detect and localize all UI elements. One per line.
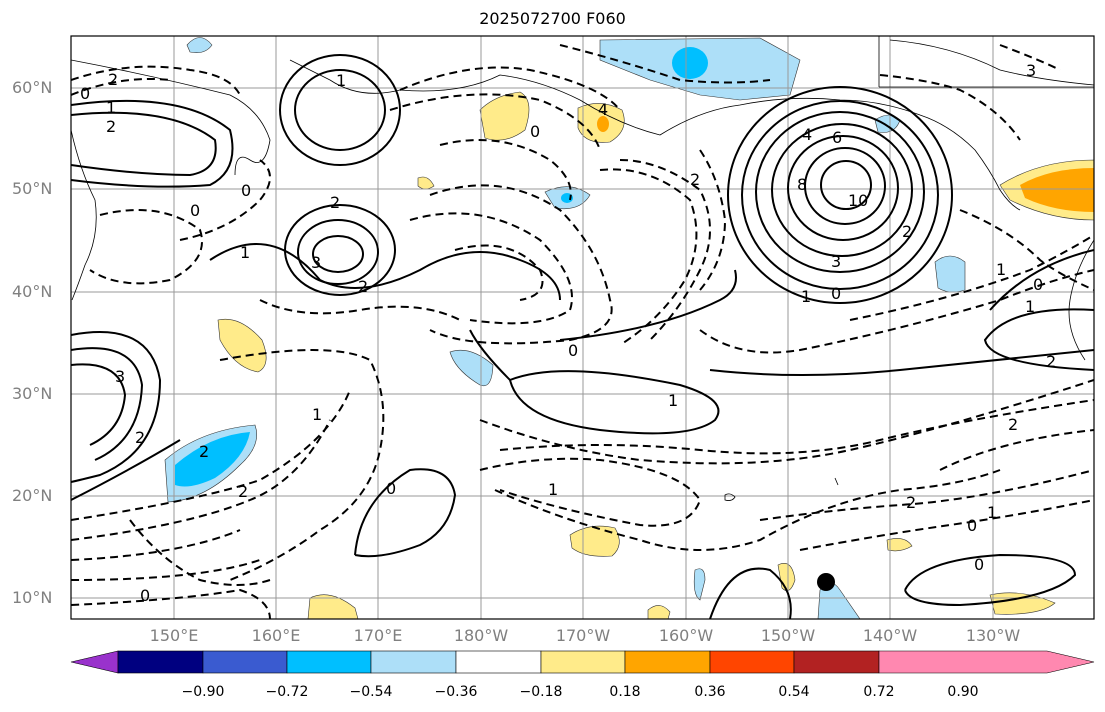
- contour-label: 6: [832, 128, 842, 147]
- lat-label: 10°N: [12, 588, 53, 607]
- colorbar-segment: [709, 650, 795, 674]
- colorbar-tick-label: 0.18: [609, 684, 641, 700]
- lat-label: 30°N: [12, 384, 53, 403]
- map-title: 2025072700 F060: [479, 9, 626, 28]
- colorbar-under-arrow: [70, 650, 119, 674]
- contour-label: 0: [80, 84, 90, 103]
- colorbar-tick-label: −0.90: [181, 684, 225, 700]
- colorbar: [70, 650, 1095, 674]
- solid-contours: [71, 54, 1094, 619]
- contour-label: 2: [1008, 415, 1018, 434]
- shaded-anomalies: [164, 37, 1094, 619]
- lat-label: 40°N: [12, 282, 53, 301]
- lon-label: 150°W: [760, 626, 816, 645]
- contour-label: 0: [967, 516, 977, 535]
- contour-label: 1: [987, 503, 997, 522]
- colorbar-tick-label: 0.36: [694, 684, 726, 700]
- contour-label: 2: [135, 428, 145, 447]
- colorbar-tick-label: −0.54: [349, 684, 393, 700]
- gridlines: [71, 36, 1094, 619]
- contour-label: 2: [106, 117, 116, 136]
- lat-label: 60°N: [12, 78, 53, 97]
- contour-label: 1: [1025, 297, 1035, 316]
- lon-label: 150°E: [149, 626, 199, 645]
- contour-label: 2: [238, 482, 248, 501]
- dashed-contours: [71, 44, 1094, 619]
- contour-label: 1: [106, 98, 116, 117]
- lon-label: 140°W: [862, 626, 918, 645]
- lon-label: 170°E: [353, 626, 403, 645]
- lon-label: 160°E: [251, 626, 301, 645]
- contour-label: 10: [848, 191, 868, 210]
- contour-label: 3: [115, 367, 125, 386]
- contour-label: 3: [831, 252, 841, 271]
- lon-label: 180°W: [453, 626, 509, 645]
- lat-label: 50°N: [12, 179, 53, 198]
- lat-label: 20°N: [12, 486, 53, 505]
- lon-label: 160°W: [658, 626, 714, 645]
- contour-label: 1: [312, 405, 322, 424]
- contour-labels: 2 0 1 2 4 6 8 10 3 2 1 0 1 3 2 0 0 2 3 1…: [80, 61, 1056, 605]
- colorbar-tick-label: −0.18: [519, 684, 563, 700]
- contour-label: 1: [668, 391, 678, 410]
- contour-label: 3: [311, 253, 321, 272]
- map-frame: [70, 35, 1095, 620]
- contour-label: 2: [1046, 352, 1056, 371]
- contour-label: 4: [802, 125, 812, 144]
- contour-label: 3: [1026, 61, 1036, 80]
- contour-label: 2: [902, 222, 912, 241]
- colorbar-tick-label: −0.72: [265, 684, 309, 700]
- colorbar-tick-label: 0.54: [778, 684, 810, 700]
- contour-label: 1: [336, 71, 346, 90]
- contour-label: 4: [598, 100, 608, 119]
- contour-label: 8: [797, 175, 807, 194]
- contour-label: 2: [108, 70, 118, 89]
- colorbar-tick-label: −0.36: [434, 684, 478, 700]
- colorbar-segment: [540, 650, 626, 674]
- contour-label: 0: [530, 122, 540, 141]
- colorbar-segment: [286, 650, 372, 674]
- colorbar-segment: [117, 650, 204, 674]
- lon-label: 170°W: [555, 626, 611, 645]
- contour-label: 0: [241, 181, 251, 200]
- contour-label: 1: [996, 260, 1006, 279]
- contour-label: 0: [1033, 275, 1043, 294]
- contour-label: 2: [358, 277, 368, 296]
- contour-label: 2: [330, 193, 340, 212]
- colorbar-segment: [793, 650, 880, 674]
- contour-label: 0: [386, 479, 396, 498]
- colorbar-over-arrow: [878, 650, 1095, 674]
- colorbar-segment: [202, 650, 288, 674]
- lon-label: 130°W: [965, 626, 1021, 645]
- contour-label: 0: [568, 341, 578, 360]
- contour-label: 0: [190, 201, 200, 220]
- colorbar-segment: [370, 650, 457, 674]
- contour-label: 0: [831, 284, 841, 303]
- contour-label: 1: [801, 287, 811, 306]
- contour-label: 0: [140, 586, 150, 605]
- contour-label: 2: [690, 170, 700, 189]
- colorbar-tick-label: 0.90: [947, 684, 979, 700]
- contour-label: 1: [240, 243, 250, 262]
- colorbar-segment: [455, 650, 542, 674]
- contour-label: 2: [199, 442, 209, 461]
- colorbar-tick-label: 0.72: [863, 684, 895, 700]
- contour-label: 2: [906, 493, 916, 512]
- location-marker: [817, 573, 835, 591]
- contour-label: 1: [548, 480, 558, 499]
- contour-label: 0: [974, 555, 984, 574]
- colorbar-segment: [624, 650, 711, 674]
